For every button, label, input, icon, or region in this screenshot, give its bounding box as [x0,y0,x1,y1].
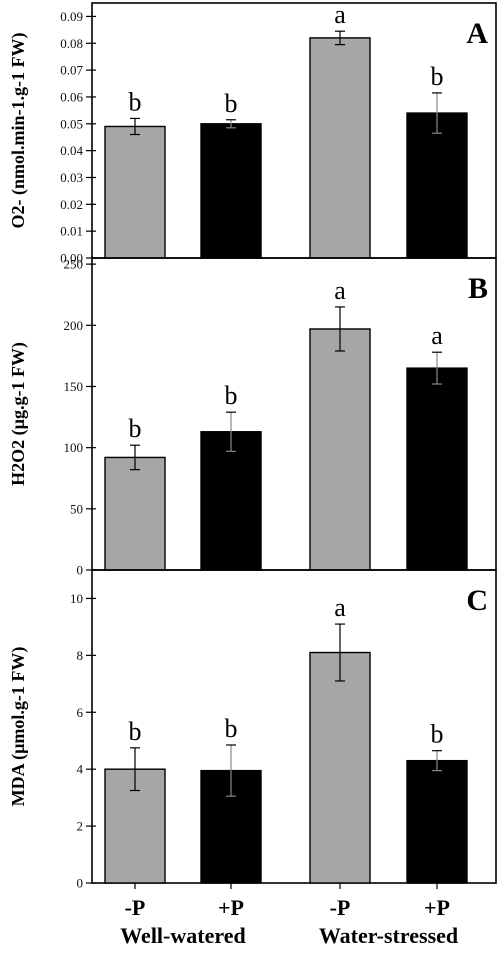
bar [406,112,468,259]
y-tick-label: 50 [70,501,83,516]
bar [406,367,468,571]
bar [104,125,166,259]
y-tick-label: 200 [64,318,84,333]
x-category-label: -P [330,895,351,920]
significance-letter: b [431,62,444,91]
y-tick-label: 8 [77,648,84,663]
group-label-well-watered: Well-watered [120,923,245,948]
significance-letter: a [334,0,346,29]
significance-letter: b [431,720,444,749]
bar [406,759,468,884]
y-tick-label: 0 [77,876,84,891]
x-category-label: -P [125,895,146,920]
significance-letter: a [334,593,346,622]
y-tick-label: 10 [70,591,83,606]
y-tick-label: 4 [77,762,84,777]
y-tick-label: 0.03 [60,170,83,185]
y-tick-label: 0.06 [60,89,83,104]
y-tick-label: 0.09 [60,9,83,24]
bar [309,37,371,259]
bar [200,431,262,571]
x-category-label: +P [218,895,244,920]
group-label-water-stressed: Water-stressed [319,923,458,948]
significance-letter: a [431,321,443,350]
significance-letter: b [225,714,238,743]
significance-letter: b [129,717,142,746]
bar [309,651,371,884]
y-tick-label: 0.04 [60,143,83,158]
y-tick-label: 0.05 [60,116,83,131]
y-tick-label: 0.00 [60,251,83,266]
significance-letter: b [129,414,142,443]
x-category-label: +P [424,895,450,920]
y-tick-label: 0.02 [60,197,83,212]
significance-letter: b [129,87,142,116]
y-axis-label: MDA (µmol.g-1 FW) [8,647,29,807]
y-tick-label: 6 [77,705,84,720]
plot-frame [91,569,497,884]
panel-label: C [466,584,488,617]
y-tick-label: 2 [77,819,84,834]
y-tick-label: 250 [64,257,84,272]
y-axis-label: O2- (nmol.min-1.g-1 FW) [8,33,29,229]
panel-label: A [466,17,488,50]
bar [200,123,262,259]
panel-label: B [468,272,488,305]
y-tick-label: 0 [77,563,84,578]
bar [104,456,166,571]
y-tick-label: 100 [64,440,84,455]
y-tick-label: 0.01 [60,224,83,239]
y-tick-label: 150 [64,379,84,394]
y-tick-label: 0.08 [60,36,83,51]
bar [309,328,371,571]
y-axis-label: H2O2 (µg.g-1 FW) [8,342,29,486]
significance-letter: b [225,381,238,410]
y-tick-label: 0.07 [60,63,83,78]
significance-letter: b [225,89,238,118]
significance-letter: a [334,276,346,305]
